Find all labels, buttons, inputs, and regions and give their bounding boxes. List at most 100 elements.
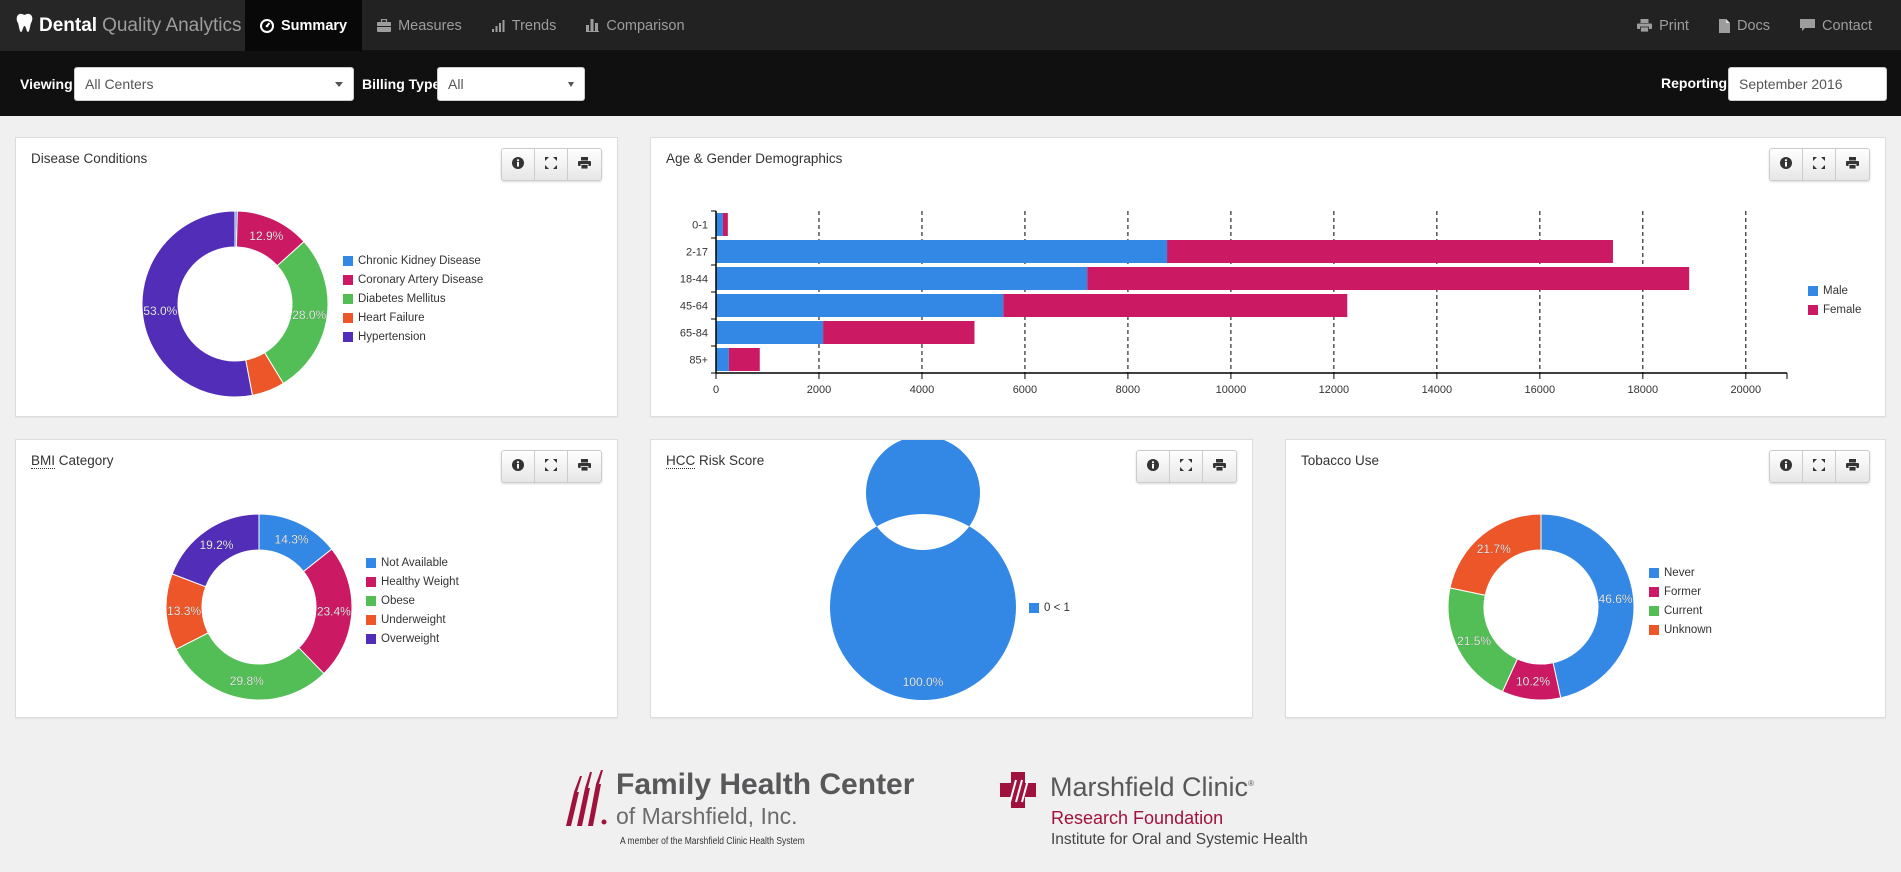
panel-disease-conditions: Disease Conditions 12.9% 28.0% 53.0% Chron… — [15, 137, 618, 417]
bar-female-85+[interactable] — [728, 348, 760, 371]
print-button[interactable] — [1836, 149, 1869, 180]
viewing-select[interactable]: All Centers — [74, 67, 354, 101]
nav-trends[interactable]: Trends — [477, 0, 572, 51]
print-icon — [1213, 458, 1226, 476]
x-tick-label: 20000 — [1731, 384, 1762, 396]
slice-label: 29.8% — [230, 674, 264, 688]
legend-item[interactable]: Male — [1808, 281, 1861, 300]
nav-docs[interactable]: Docs — [1704, 0, 1785, 51]
panel-tobacco-use: Tobacco Use 46.6% 10.2% 21.5% 21.7% Never Fo… — [1285, 439, 1886, 718]
legend-label: Former — [1664, 585, 1702, 598]
legend-item[interactable]: Coronary Artery Disease — [343, 270, 483, 289]
legend-swatch — [366, 576, 376, 587]
expand-button[interactable] — [535, 451, 568, 482]
nav-contact[interactable]: Contact — [1785, 0, 1887, 51]
legend-label: Hypertension — [358, 330, 426, 343]
print-button[interactable] — [568, 149, 601, 180]
bar-female-18-44[interactable] — [1087, 267, 1690, 290]
donut-slice-hypertension[interactable] — [141, 210, 254, 398]
y-tick-label: 2-17 — [686, 247, 708, 259]
brand-link[interactable]: Dental Quality Analytics — [0, 0, 245, 51]
bar-male-45-64[interactable] — [716, 294, 1004, 317]
print-icon — [1846, 458, 1859, 476]
nav-print[interactable]: Print — [1622, 0, 1704, 51]
legend-item[interactable]: Current — [1649, 601, 1712, 620]
legend-label: Not Available — [381, 556, 448, 569]
donut-slice-overweight[interactable] — [171, 513, 260, 588]
legend-item[interactable]: Underweight — [366, 610, 459, 629]
legend-item[interactable]: Not Available — [366, 553, 459, 572]
legend-swatch — [1649, 624, 1659, 635]
bar-male-2-17[interactable] — [716, 240, 1168, 263]
bar-male-0-1[interactable] — [716, 213, 723, 236]
slice-label: 12.9% — [249, 229, 283, 243]
legend-item[interactable]: Female — [1808, 300, 1861, 319]
donut-slice-0-1[interactable] — [830, 440, 1016, 700]
nav-summary[interactable]: Summary — [245, 0, 363, 51]
donut-slice-obese[interactable] — [175, 632, 325, 701]
x-tick-label: 16000 — [1525, 384, 1556, 396]
y-tick-label: 85+ — [689, 355, 708, 367]
bar-female-2-17[interactable] — [1167, 240, 1613, 263]
bar-female-65-84[interactable] — [823, 321, 975, 344]
slice-label: 19.2% — [199, 538, 233, 552]
top-navbar: Dental Quality Analytics Summary Measure… — [0, 0, 1901, 51]
reporting-input[interactable]: September 2016 — [1728, 67, 1887, 101]
bar-female-45-64[interactable] — [1003, 294, 1348, 317]
brand-bold: Dental — [39, 14, 98, 36]
info-button[interactable] — [1137, 451, 1170, 482]
hcc-donut-chart: 100.0% — [830, 440, 1016, 700]
briefcase-icon — [377, 19, 392, 32]
info-button[interactable] — [1770, 451, 1803, 482]
expand-icon — [1180, 458, 1192, 476]
donut-slice-diabetes-mellitus[interactable] — [263, 240, 329, 385]
x-tick-label: 12000 — [1319, 384, 1350, 396]
bar-female-0-1[interactable] — [722, 213, 728, 236]
legend-item[interactable]: Healthy Weight — [366, 572, 459, 591]
slice-label: 21.5% — [1457, 634, 1491, 648]
print-button[interactable] — [1836, 451, 1869, 482]
legend-item[interactable]: 0 < 1 — [1029, 598, 1070, 617]
nav-measures[interactable]: Measures — [362, 0, 477, 51]
panel-title: Tobacco Use — [1301, 453, 1380, 468]
billing-type-value: All — [448, 76, 464, 92]
expand-button[interactable] — [1170, 451, 1203, 482]
legend-label: Coronary Artery Disease — [358, 273, 484, 286]
print-button[interactable] — [1203, 451, 1236, 482]
legend-item[interactable]: Unknown — [1649, 620, 1712, 639]
legend-item[interactable]: Chronic Kidney Disease — [343, 251, 483, 270]
legend-label: Obese — [381, 594, 415, 607]
bar-male-85+[interactable] — [716, 348, 729, 371]
chart-legend: Male Female — [1808, 281, 1861, 319]
clinic-cross-logo-icon — [1000, 772, 1036, 808]
legend-item[interactable]: Hypertension — [343, 327, 483, 346]
disease-donut-chart: 12.9% 28.0% 53.0% — [141, 210, 329, 398]
print-button[interactable] — [568, 451, 601, 482]
info-button[interactable] — [502, 451, 535, 482]
slice-label: 14.3% — [275, 532, 309, 546]
expand-button[interactable] — [1803, 451, 1836, 482]
viewing-label: Viewing — [20, 76, 73, 92]
info-icon — [512, 156, 524, 174]
legend-item[interactable]: Overweight — [366, 629, 459, 648]
legend-item[interactable]: Former — [1649, 582, 1712, 601]
x-tick-label: 18000 — [1628, 384, 1659, 396]
legend-item[interactable]: Obese — [366, 591, 459, 610]
donut-slice-never[interactable] — [1540, 513, 1635, 699]
info-button[interactable] — [502, 149, 535, 180]
nav-comparison[interactable]: Comparison — [571, 0, 699, 51]
legend-item[interactable]: Never — [1649, 563, 1712, 582]
info-button[interactable] — [1770, 149, 1803, 180]
legend-item[interactable]: Heart Failure — [343, 308, 483, 327]
bar-male-65-84[interactable] — [716, 321, 824, 344]
legend-label: Overweight — [381, 632, 440, 645]
billing-type-select[interactable]: All — [437, 67, 585, 101]
legend-item[interactable]: Diabetes Mellitus — [343, 289, 483, 308]
expand-button[interactable] — [535, 149, 568, 180]
expand-button[interactable] — [1803, 149, 1836, 180]
nav-docs-label: Docs — [1736, 17, 1771, 34]
donut-slice-unknown[interactable] — [1449, 513, 1542, 596]
bmi-abbr[interactable]: BMI — [31, 453, 56, 469]
bar-male-18-44[interactable] — [716, 267, 1088, 290]
hcc-abbr[interactable]: HCC — [666, 453, 696, 469]
